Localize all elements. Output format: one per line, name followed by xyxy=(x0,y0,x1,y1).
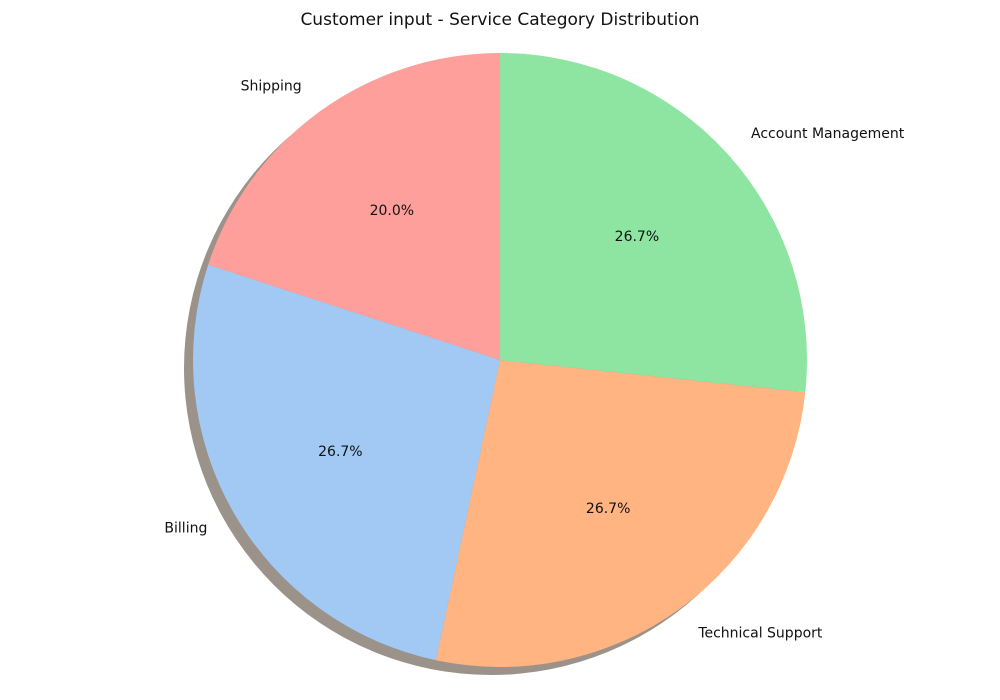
pie-percent-label-technical-support: 26.7% xyxy=(586,501,630,517)
pie-category-label-shipping: Shipping xyxy=(241,79,302,95)
pie-category-label-account-management: Account Management xyxy=(751,126,905,142)
pie-category-label-technical-support: Technical Support xyxy=(697,625,823,641)
pie-slice-account-management xyxy=(500,53,807,393)
chart-title: Customer input - Service Category Distri… xyxy=(300,10,700,30)
pie-category-label-billing: Billing xyxy=(164,521,207,537)
pie-percent-label-billing: 26.7% xyxy=(318,444,362,460)
pie-percent-label-shipping: 20.0% xyxy=(370,203,414,219)
pie-slice-billing xyxy=(193,264,501,661)
pie-slice-technical-support xyxy=(435,360,806,667)
pie-slice-shipping xyxy=(208,53,501,360)
pie-percent-label-account-management: 26.7% xyxy=(615,229,659,245)
